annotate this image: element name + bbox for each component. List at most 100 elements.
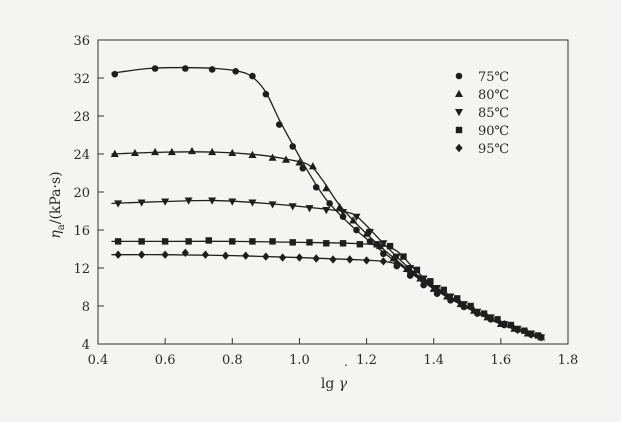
point-series-3 (184, 197, 193, 205)
point-series-4 (373, 241, 380, 248)
point-series-4 (534, 332, 541, 339)
point-series-4 (161, 238, 169, 245)
y-tick-label: 16 (73, 224, 90, 239)
point-series-3 (268, 201, 277, 209)
point-series-2 (295, 158, 304, 166)
curve-series-5 (111, 253, 542, 339)
point-series-4 (323, 240, 330, 247)
point-series-3 (305, 205, 314, 213)
point-series-3 (365, 228, 374, 237)
point-series-5 (420, 277, 428, 286)
point-series-4 (413, 266, 421, 274)
legend-label-3: 85℃ (478, 106, 509, 121)
point-series-2 (248, 150, 257, 158)
point-series-4 (480, 310, 488, 317)
point-series-5 (279, 253, 287, 262)
point-series-4 (454, 295, 461, 302)
legend-marker-4 (455, 126, 463, 134)
point-series-2 (208, 147, 217, 156)
point-series-5 (527, 330, 535, 339)
point-series-1 (151, 65, 159, 72)
y-tick-label: 32 (73, 72, 90, 87)
point-series-1 (181, 65, 189, 72)
point-series-5 (295, 253, 304, 262)
y-tick-label: 36 (73, 34, 90, 49)
curve-series-4 (111, 240, 542, 339)
point-series-1 (262, 90, 270, 98)
axis-ticks: 0.4 0.6 0.8 1.0 1.2 1.4 1.6 1.8 4 8 12 16 20 24 28 32 36 (73, 34, 578, 368)
point-series-4 (185, 238, 192, 245)
point-series-1 (353, 226, 360, 234)
point-series-2 (130, 148, 139, 157)
point-series-3 (339, 208, 348, 217)
plot-frame (97, 39, 569, 345)
point-series-1 (299, 164, 307, 172)
point-series-2 (335, 203, 344, 211)
point-series-2 (389, 254, 398, 262)
x-axis-title: lg γ (321, 376, 348, 392)
point-series-5 (446, 294, 455, 303)
point-series-2 (268, 153, 277, 161)
point-series-3 (352, 213, 361, 221)
point-series-2 (228, 148, 237, 157)
point-series-3 (208, 197, 217, 205)
point-series-2 (188, 146, 196, 155)
data-markers (110, 65, 546, 342)
point-series-3 (248, 199, 257, 207)
point-series-4 (205, 237, 212, 244)
legend-label-2: 80℃ (478, 88, 509, 103)
point-series-5 (537, 333, 545, 342)
point-series-5 (514, 325, 522, 334)
point-series-5 (114, 250, 122, 259)
point-series-4 (386, 242, 394, 250)
point-series-1 (208, 66, 216, 73)
point-series-5 (329, 255, 337, 264)
x-axis-title-dot: ˙ (343, 363, 350, 379)
point-series-5 (161, 250, 169, 259)
legend: 75℃ 80℃ 85℃ 90℃ 95℃ (455, 70, 509, 157)
y-tick-label: 12 (73, 262, 90, 277)
point-series-5 (346, 255, 354, 264)
fitted-curves (111, 66, 542, 339)
curve-series-1 (111, 66, 542, 339)
point-series-2 (167, 147, 176, 156)
point-series-5 (379, 257, 387, 266)
y-tick-label: 24 (73, 148, 90, 163)
point-series-3 (392, 253, 401, 261)
point-series-2 (362, 229, 371, 237)
y-axis-title: ηa/(kPa·s) (48, 171, 67, 238)
y-tick-label: 20 (73, 186, 90, 201)
point-series-5 (242, 251, 250, 260)
point-series-5 (221, 251, 230, 260)
point-series-3 (114, 200, 123, 208)
point-series-1 (312, 183, 320, 191)
x-tick-label: 1.0 (289, 353, 310, 368)
point-series-4 (306, 239, 313, 246)
point-series-1 (326, 200, 333, 207)
point-series-5 (406, 268, 414, 277)
point-series-4 (521, 327, 528, 334)
y-tick-label: 28 (73, 110, 90, 125)
legend-marker-3 (455, 109, 463, 117)
point-series-3 (228, 198, 237, 206)
point-series-4 (138, 238, 145, 245)
legend-marker-1 (455, 72, 463, 80)
curve-series-3 (111, 199, 542, 339)
x-tick-label: 0.4 (88, 353, 109, 368)
point-series-4 (356, 241, 364, 248)
point-series-1 (339, 213, 347, 220)
point-series-5 (433, 285, 441, 295)
point-series-5 (201, 250, 210, 259)
legend-marker-5 (455, 143, 463, 153)
point-series-5 (473, 308, 481, 317)
legend-label-4: 90℃ (478, 124, 509, 139)
point-series-4 (249, 238, 256, 245)
point-series-3 (137, 199, 146, 207)
x-tick-label: 1.6 (491, 353, 512, 368)
legend-label-5: 95℃ (478, 142, 509, 157)
legend-marker-2 (455, 89, 463, 97)
point-series-2 (110, 149, 119, 157)
point-series-1 (289, 143, 297, 150)
point-series-4 (269, 238, 276, 245)
